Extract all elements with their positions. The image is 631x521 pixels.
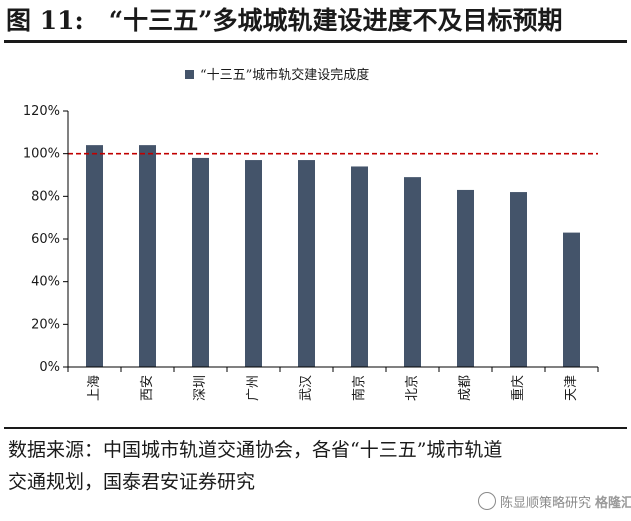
source-note: 数据来源：中国城市轨道交通协会，各省“十三五”城市轨道 交通规划，国泰君安证券研…	[8, 434, 623, 498]
bar-1	[86, 145, 103, 367]
category-label: 天津	[564, 375, 579, 401]
bar-10	[563, 232, 580, 367]
bottom-rule	[4, 427, 627, 429]
category-label: 上海	[87, 375, 102, 401]
watermark: 陈显顺策略研究 格隆汇	[478, 486, 631, 516]
x-axis-ticks	[67, 367, 599, 372]
bar-4	[245, 160, 262, 367]
bar-5	[298, 160, 315, 367]
y-tick-label: 120%	[23, 104, 60, 119]
category-label: 广州	[246, 375, 261, 401]
category-label: 成都	[458, 375, 473, 401]
legend-label: “十三五”城市轨交建设完成度	[200, 67, 369, 83]
y-tick-label: 60%	[31, 232, 60, 247]
legend: “十三五”城市轨交建设完成度	[185, 67, 369, 83]
wechat-icon	[478, 492, 496, 510]
bar-6	[351, 166, 368, 367]
figure-title: 图 11: “十三五”多城城轨建设进度不及目标预期	[6, 6, 563, 35]
category-label: 北京	[405, 375, 420, 401]
category-label: 深圳	[193, 375, 208, 401]
category-label: 武汉	[299, 375, 314, 401]
bar-2	[139, 145, 156, 367]
category-label: 重庆	[510, 375, 526, 401]
bar-8	[457, 189, 474, 367]
y-tick-label: 20%	[31, 317, 60, 332]
category-labels: 上海 西安 深圳 广州 武汉 南京 北京 成都 重庆 天津	[87, 375, 579, 401]
category-label: 西安	[140, 375, 155, 401]
y-tick-label: 0%	[39, 360, 60, 375]
y-tick-label: 100%	[23, 147, 60, 162]
bar-7	[404, 177, 421, 367]
watermark-text: 陈显顺策略研究	[500, 495, 592, 511]
bar-chart: “十三五”城市轨交建设完成度 0% 20% 40% 60% 80% 100% 120% 上海…	[23, 67, 599, 401]
bar-3	[192, 157, 209, 367]
y-tick-label: 80%	[31, 189, 60, 204]
watermark-logo: 格隆汇	[595, 495, 631, 511]
legend-swatch	[185, 70, 194, 79]
y-axis-ticks: 0% 20% 40% 60% 80% 100% 120%	[23, 104, 68, 375]
top-rule	[4, 40, 627, 43]
source-line-2: 交通规划，国泰君安证券研究	[8, 471, 256, 493]
bars	[86, 145, 580, 367]
bar-9	[510, 192, 527, 367]
source-line-1: 数据来源：中国城市轨道交通协会，各省“十三五”城市轨道	[8, 439, 503, 461]
y-tick-label: 40%	[31, 275, 60, 290]
category-label: 南京	[351, 375, 367, 401]
